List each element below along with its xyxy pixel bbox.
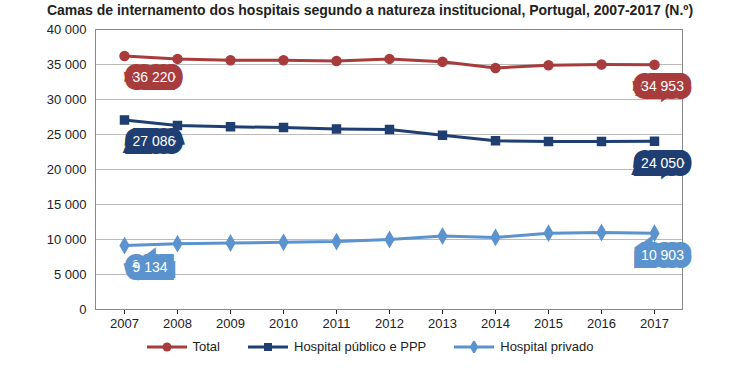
- svg-text:2007: 2007: [110, 316, 139, 331]
- svg-text:25 000: 25 000: [47, 127, 87, 142]
- svg-text:30 000: 30 000: [47, 92, 87, 107]
- svg-text:15 000: 15 000: [47, 197, 87, 212]
- svg-text:2016: 2016: [587, 316, 616, 331]
- svg-text:2014: 2014: [481, 316, 510, 331]
- svg-text:5 000: 5 000: [54, 267, 87, 282]
- svg-text:34 953: 34 953: [641, 78, 684, 94]
- svg-text:2015: 2015: [534, 316, 563, 331]
- svg-text:2017: 2017: [640, 316, 669, 331]
- svg-text:35 000: 35 000: [47, 57, 87, 72]
- svg-text:24 050: 24 050: [641, 155, 684, 171]
- svg-text:2009: 2009: [216, 316, 245, 331]
- svg-text:36 220: 36 220: [133, 69, 176, 85]
- svg-text:10 000: 10 000: [47, 232, 87, 247]
- svg-text:27 086: 27 086: [133, 133, 176, 149]
- svg-text:40 000: 40 000: [47, 22, 87, 37]
- svg-text:2011: 2011: [323, 316, 351, 331]
- svg-text:2013: 2013: [428, 316, 457, 331]
- svg-text:2012: 2012: [375, 316, 404, 331]
- svg-text:20 000: 20 000: [47, 162, 87, 177]
- svg-text:0: 0: [79, 302, 86, 317]
- html-text:Total: Total: [192, 339, 220, 354]
- html-text:Camas de internamento dos hosp: Camas de internamento dos hospitais segu…: [46, 2, 694, 18]
- svg-text:2008: 2008: [163, 316, 192, 331]
- svg-text:2010: 2010: [269, 316, 298, 331]
- html-text:Hospital privado: Hospital privado: [500, 339, 594, 354]
- svg-text:10 903: 10 903: [641, 247, 684, 263]
- svg-text:9 134: 9 134: [133, 259, 168, 275]
- html-text:Hospital público e PPP: Hospital público e PPP: [294, 339, 427, 354]
